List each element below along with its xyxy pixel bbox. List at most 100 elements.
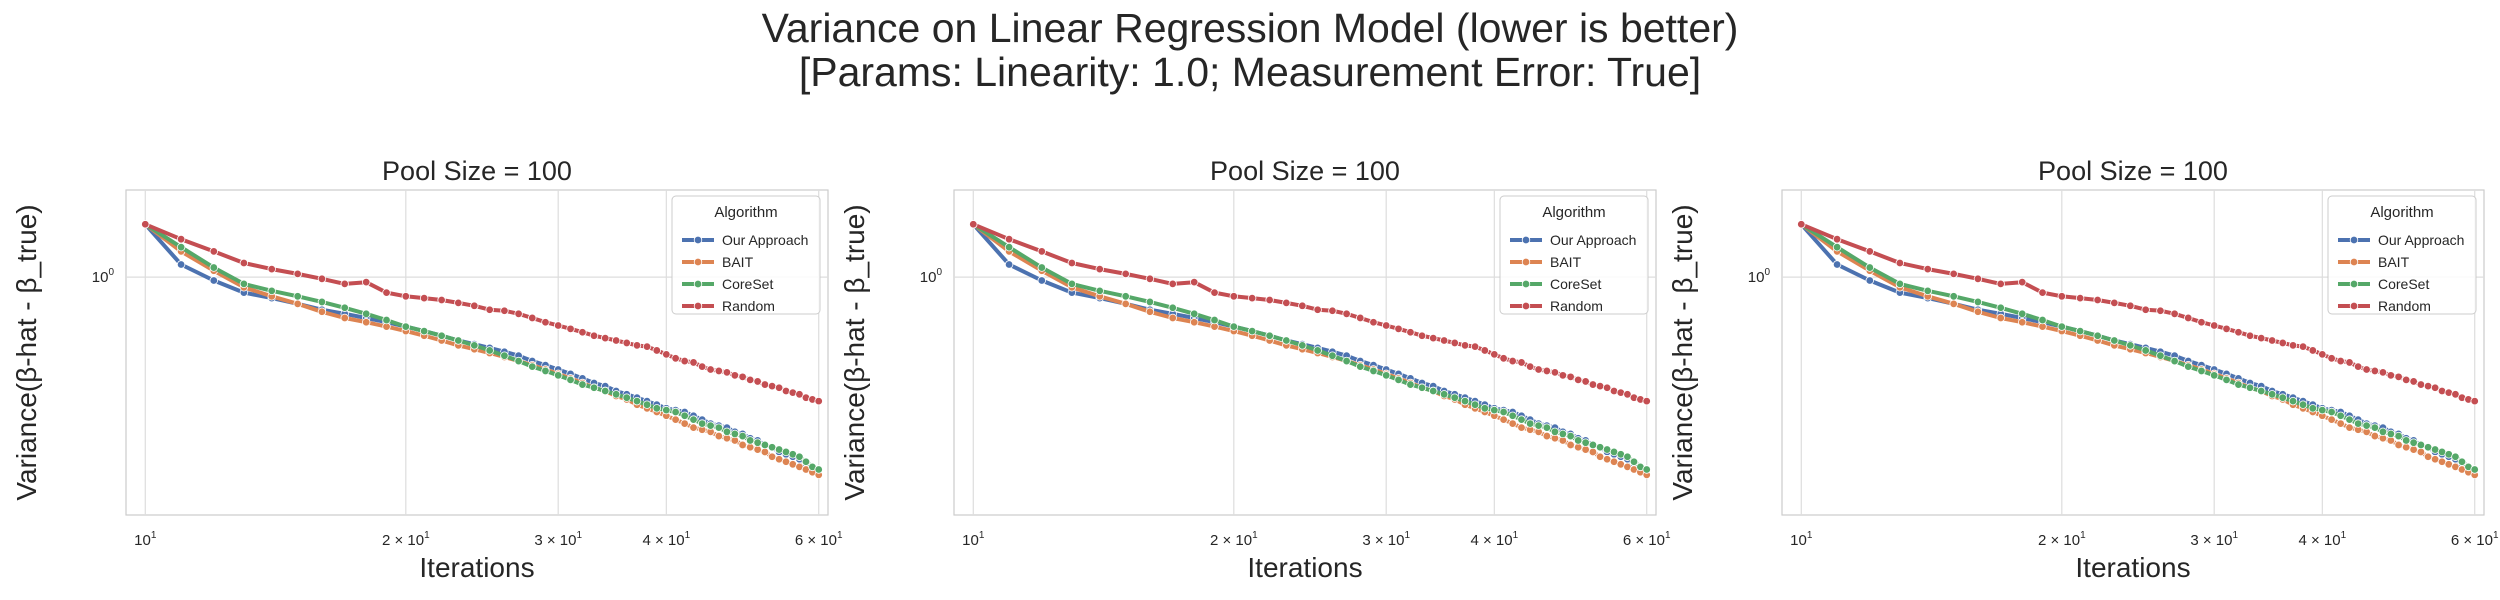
data-point bbox=[2345, 423, 2354, 432]
data-point bbox=[2409, 445, 2418, 454]
data-point bbox=[706, 421, 715, 430]
data-point bbox=[553, 321, 563, 330]
data-point bbox=[1450, 393, 1459, 402]
data-point bbox=[1210, 315, 1219, 325]
data-point bbox=[738, 440, 747, 450]
figure-title-line-1: Variance on Linear Regression Model (low… bbox=[762, 5, 1739, 51]
data-point bbox=[419, 326, 429, 336]
data-point bbox=[1470, 342, 1480, 351]
data-point bbox=[1566, 440, 1575, 450]
data-point bbox=[1247, 326, 1257, 336]
data-point bbox=[642, 342, 652, 351]
data-point bbox=[738, 372, 747, 382]
chart-panel-1: 101 2 × 101 3 × 101 4 × 101 6 × 101 100 Pool S… bbox=[11, 156, 843, 583]
data-point bbox=[1573, 436, 1583, 445]
data-point bbox=[362, 277, 371, 287]
data-point bbox=[753, 445, 762, 454]
data-point bbox=[671, 354, 680, 363]
data-point bbox=[714, 423, 724, 432]
data-point bbox=[1550, 368, 1560, 377]
data-point bbox=[2386, 429, 2396, 439]
data-point bbox=[722, 368, 732, 377]
data-point bbox=[2378, 368, 2388, 377]
data-point bbox=[1609, 386, 1619, 396]
figure-title-line-2: [Params: Linearity: 1.0; Measurement Err… bbox=[799, 49, 1701, 95]
data-point bbox=[1121, 269, 1130, 279]
data-point bbox=[1566, 372, 1575, 382]
data-point bbox=[642, 400, 652, 409]
data-point bbox=[1168, 279, 1177, 289]
x-tick-label: 2 × 101 bbox=[2038, 530, 2086, 549]
data-point bbox=[2126, 341, 2135, 350]
data-point bbox=[514, 356, 523, 366]
legend-entry-coreset: CoreSet bbox=[1550, 276, 1601, 292]
legend-title: Algorithm bbox=[2370, 204, 2433, 221]
x-tick-label: 4 × 101 bbox=[642, 530, 690, 549]
data-point bbox=[2451, 452, 2460, 461]
data-point bbox=[2401, 436, 2411, 445]
data-point bbox=[2409, 377, 2418, 386]
legend: Algorithm Our Approach BAIT CoreSet Random bbox=[1499, 195, 1649, 315]
data-point bbox=[317, 274, 327, 284]
data-point bbox=[2222, 324, 2231, 334]
legend-entry-coreset: CoreSet bbox=[2378, 276, 2429, 292]
data-point bbox=[2308, 404, 2318, 413]
data-point bbox=[1865, 276, 1875, 285]
data-point bbox=[2018, 318, 2027, 327]
data-point bbox=[2234, 380, 2243, 389]
data-point bbox=[632, 396, 642, 406]
data-point bbox=[1534, 421, 1543, 430]
data-point bbox=[2430, 455, 2440, 464]
data-point bbox=[745, 375, 755, 385]
data-point bbox=[2451, 390, 2460, 399]
x-tick-label: 101 bbox=[962, 530, 985, 549]
data-point bbox=[1499, 415, 1508, 424]
legend-marker-random bbox=[1521, 301, 1531, 311]
data-point bbox=[1342, 356, 1351, 366]
data-point bbox=[601, 333, 610, 343]
data-point bbox=[1229, 322, 1239, 331]
data-point bbox=[745, 436, 755, 445]
data-point bbox=[2057, 322, 2067, 331]
y-tick-label: 100 bbox=[92, 267, 115, 286]
data-point bbox=[814, 396, 823, 406]
data-point bbox=[454, 298, 463, 308]
data-point bbox=[2416, 440, 2426, 450]
x-tick-label: 101 bbox=[134, 530, 157, 549]
data-point bbox=[1037, 276, 1047, 285]
data-point bbox=[176, 243, 186, 252]
data-point bbox=[239, 279, 249, 289]
legend-entry-bait: BAIT bbox=[722, 254, 754, 270]
data-point bbox=[176, 234, 186, 244]
data-point bbox=[1573, 375, 1583, 385]
data-point bbox=[485, 305, 494, 314]
data-point bbox=[1588, 380, 1598, 389]
data-point bbox=[1865, 263, 1875, 272]
data-point bbox=[760, 447, 770, 457]
data-point bbox=[1534, 365, 1543, 374]
series-random bbox=[969, 220, 1651, 406]
data-point bbox=[738, 431, 747, 441]
data-point bbox=[1298, 341, 1307, 350]
data-point bbox=[2401, 375, 2411, 385]
data-point bbox=[1470, 400, 1480, 409]
data-point bbox=[1588, 440, 1598, 450]
data-point bbox=[500, 306, 509, 315]
data-point bbox=[2278, 393, 2287, 402]
data-point bbox=[611, 390, 621, 399]
data-point bbox=[671, 407, 680, 417]
panel-title: Pool Size = 100 bbox=[2038, 156, 2228, 186]
data-point bbox=[2336, 356, 2345, 366]
data-point bbox=[2018, 277, 2027, 287]
data-point bbox=[500, 351, 509, 360]
data-point bbox=[1037, 263, 1047, 272]
data-point bbox=[419, 293, 429, 303]
data-point bbox=[2288, 341, 2298, 350]
legend-entry-random: Random bbox=[1550, 298, 1603, 314]
data-point bbox=[1121, 299, 1130, 309]
data-point bbox=[767, 443, 777, 452]
y-axis-label: Variance(β-hat - β_true) bbox=[839, 204, 870, 500]
data-point bbox=[2209, 371, 2219, 380]
data-point bbox=[1508, 419, 1517, 428]
data-point bbox=[362, 309, 371, 319]
